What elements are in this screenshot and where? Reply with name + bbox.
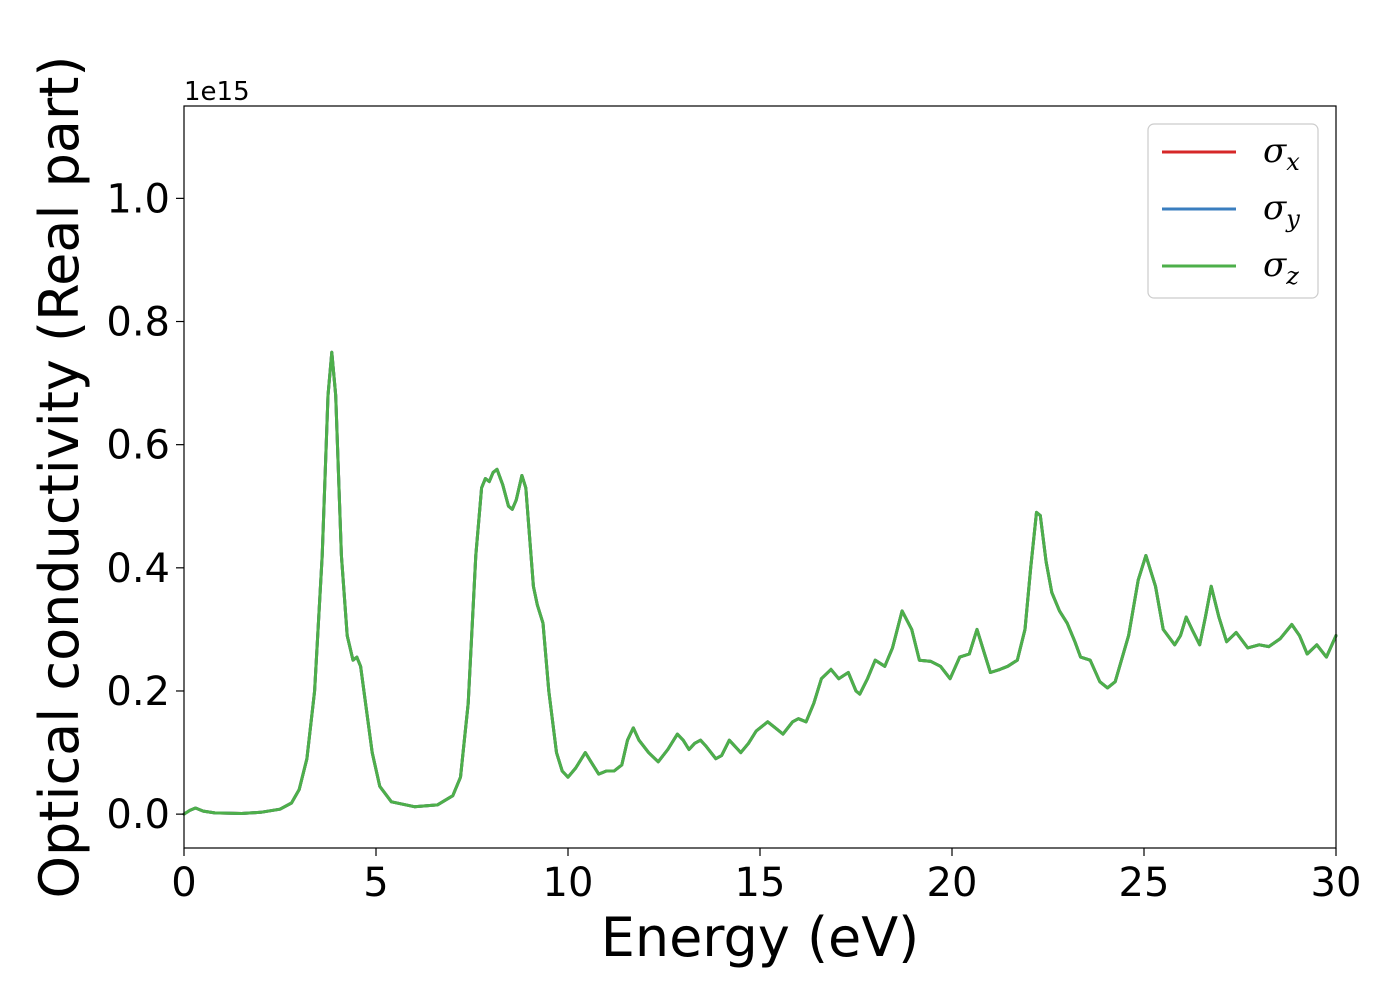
x-tick-label: 30 (1311, 860, 1362, 906)
legend-label-sigma-y: σy (1263, 188, 1300, 233)
x-tick-label: 25 (1119, 860, 1170, 906)
x-tick-label: 0 (171, 860, 196, 906)
y-offset-label: 1e15 (184, 77, 250, 107)
x-axis: 0 5 10 15 20 25 30 (171, 848, 1361, 906)
y-tick-label: 1.0 (106, 176, 170, 222)
legend-label-sigma-x: σx (1263, 131, 1300, 176)
y-tick-label: 0.0 (106, 792, 170, 838)
y-tick-label: 0.8 (106, 300, 170, 346)
x-tick-label: 15 (735, 860, 786, 906)
y-tick-label: 0.2 (106, 669, 170, 715)
legend: σx σy σz (1147, 123, 1319, 299)
y-tick-label: 0.4 (106, 546, 170, 592)
legend-box (1147, 123, 1319, 299)
y-tick-label: 0.6 (106, 423, 170, 469)
x-tick-label: 10 (543, 860, 594, 906)
legend-label-sigma-z: σz (1263, 245, 1299, 290)
series-line-sigma-z (182, 350, 1338, 816)
x-tick-label: 20 (927, 860, 978, 906)
plot-area (184, 106, 1336, 848)
x-tick-label: 5 (363, 860, 388, 906)
y-axis: 0.0 0.2 0.4 0.6 0.8 1.0 (106, 176, 184, 838)
x-axis-title: Energy (eV) (601, 906, 920, 969)
y-axis-title: Optical conductivity (Real part) (28, 56, 91, 899)
series-curves (182, 350, 1338, 816)
